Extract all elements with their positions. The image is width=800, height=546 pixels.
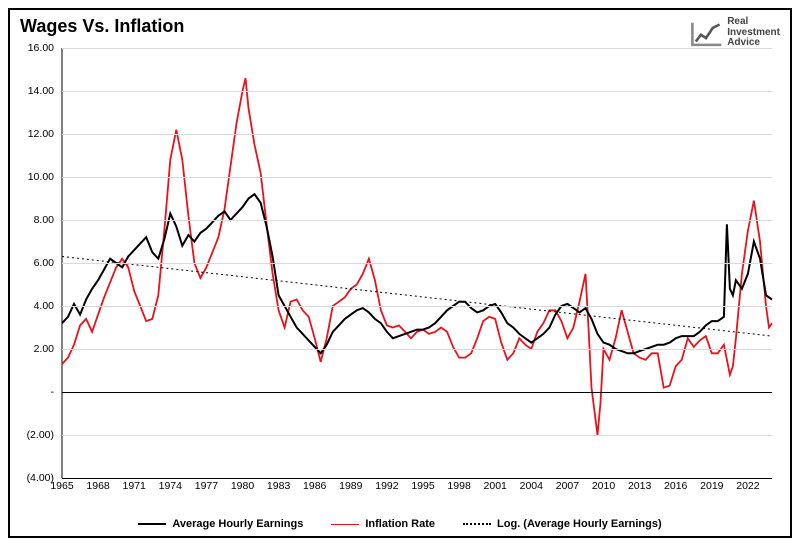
gridline <box>62 48 772 49</box>
x-tick-label: 2016 <box>664 480 687 492</box>
x-tick-label: 2001 <box>484 480 507 492</box>
gridline <box>62 177 772 178</box>
y-axis: (4.00)(2.00)-2.004.006.008.0010.0012.001… <box>10 48 58 478</box>
x-axis: 1965196819711974197719801983198619891992… <box>62 480 772 496</box>
y-tick-label: 12.00 <box>28 128 54 140</box>
legend-trend-label: Log. (Average Hourly Earnings) <box>497 518 662 530</box>
series-line <box>62 194 772 353</box>
x-tick-label: 2022 <box>736 480 759 492</box>
gridline <box>62 349 772 350</box>
legend-inflation-label: Inflation Rate <box>365 518 435 530</box>
gridline <box>62 220 772 221</box>
chart-frame: Wages Vs. Inflation Real Investment Advi… <box>8 8 792 538</box>
x-tick-label: 1977 <box>195 480 218 492</box>
gridline <box>62 306 772 307</box>
gridline <box>62 478 772 479</box>
y-tick-label: 4.00 <box>34 300 54 312</box>
legend-wages: Average Hourly Earnings <box>138 518 303 530</box>
y-tick-label: 16.00 <box>28 42 54 54</box>
x-tick-label: 2010 <box>592 480 615 492</box>
gridline <box>62 134 772 135</box>
x-tick-label: 1965 <box>50 480 73 492</box>
y-tick-label: 6.00 <box>34 257 54 269</box>
x-tick-label: 1998 <box>447 480 470 492</box>
x-tick-label: 1971 <box>123 480 146 492</box>
gridline <box>62 263 772 264</box>
gridline <box>62 435 772 436</box>
x-tick-label: 1968 <box>86 480 109 492</box>
x-tick-label: 2004 <box>520 480 543 492</box>
x-tick-label: 1986 <box>303 480 326 492</box>
x-tick-label: 1995 <box>411 480 434 492</box>
legend-inflation: Inflation Rate <box>331 518 435 530</box>
series-line <box>62 257 772 337</box>
y-tick-label: 2.00 <box>34 343 54 355</box>
brand-logo: Real Investment Advice <box>689 16 780 50</box>
series-line <box>62 78 772 435</box>
y-tick-label: 8.00 <box>34 214 54 226</box>
legend: Average Hourly Earnings Inflation Rate L… <box>10 518 790 530</box>
x-tick-label: 1983 <box>267 480 290 492</box>
chart-title: Wages Vs. Inflation <box>20 16 184 37</box>
legend-trend: Log. (Average Hourly Earnings) <box>463 518 662 530</box>
x-tick-label: 1974 <box>159 480 182 492</box>
x-tick-label: 2007 <box>556 480 579 492</box>
logo-mark-icon <box>689 16 723 50</box>
gridline <box>62 91 772 92</box>
gridline <box>62 392 772 393</box>
y-tick-label: 10.00 <box>28 171 54 183</box>
x-tick-label: 2013 <box>628 480 651 492</box>
x-tick-label: 2019 <box>700 480 723 492</box>
x-tick-label: 1992 <box>375 480 398 492</box>
y-tick-label: 14.00 <box>28 85 54 97</box>
plot-area <box>62 48 772 478</box>
x-tick-label: 1989 <box>339 480 362 492</box>
x-tick-label: 1980 <box>231 480 254 492</box>
y-tick-label: (2.00) <box>27 429 54 441</box>
y-tick-label: - <box>51 386 55 398</box>
legend-wages-label: Average Hourly Earnings <box>172 518 303 530</box>
